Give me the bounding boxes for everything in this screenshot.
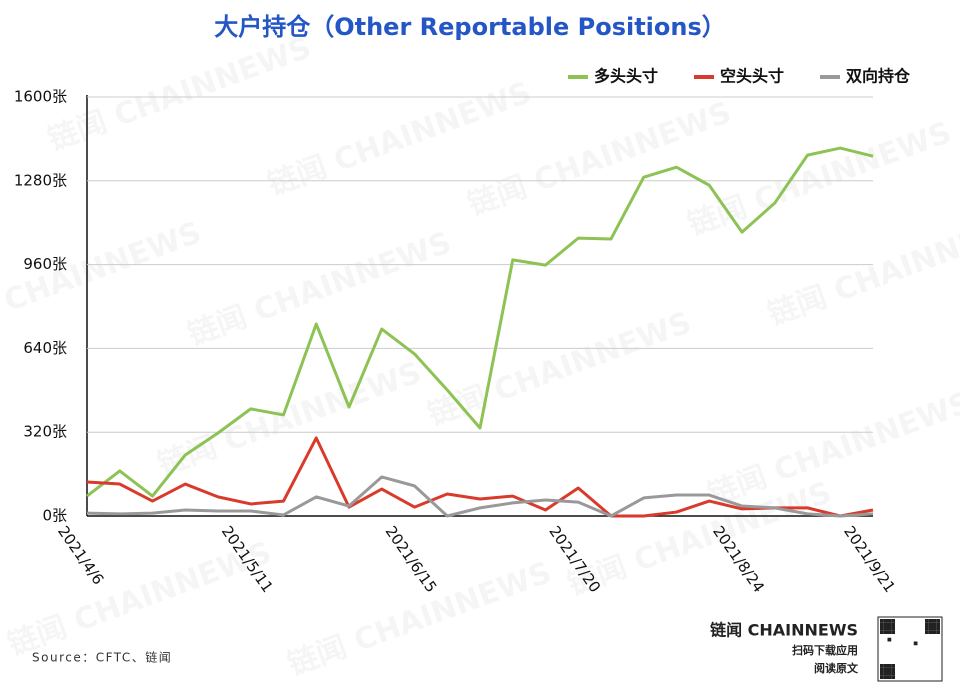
qr-cell — [883, 667, 888, 672]
qr-cell — [883, 619, 888, 623]
brand-name: 链闻 CHAINNEWS — [710, 621, 858, 640]
qr-cell — [928, 622, 933, 627]
qr-cell — [887, 637, 892, 642]
qr-cell — [932, 626, 937, 631]
series-line — [86, 436, 874, 518]
series-line — [86, 475, 874, 518]
y-tick-label: 1280张 — [14, 171, 67, 189]
qr-cell — [891, 630, 895, 634]
qr-cell — [880, 626, 884, 631]
qr-cell — [880, 667, 884, 672]
qr-cell — [880, 664, 884, 668]
qr-cell — [883, 630, 888, 634]
qr-cell — [928, 626, 933, 631]
qr-cell — [925, 626, 929, 631]
qr-cell — [891, 667, 895, 672]
qr-cell — [891, 671, 895, 676]
qr-cell — [925, 619, 929, 623]
qr-cell — [887, 664, 892, 668]
qr-cell — [932, 619, 937, 623]
legend-label: 多头头寸 — [594, 67, 658, 86]
y-tick-label: 0张 — [42, 507, 67, 525]
qr-cell — [883, 622, 888, 627]
qr-cell — [880, 619, 884, 623]
y-tick-label: 960张 — [23, 255, 67, 273]
y-tick-label: 1600张 — [14, 88, 67, 106]
qr-cell — [913, 641, 918, 646]
y-tick-label: 320张 — [23, 423, 67, 441]
qr-cell — [880, 671, 884, 676]
qr-cell — [891, 619, 895, 623]
qr-cell — [891, 626, 895, 631]
source: Source：CFTC、链闻 — [32, 650, 172, 665]
legend-label: 双向持仓 — [846, 67, 911, 86]
y-tick-label: 640张 — [23, 339, 67, 357]
brand-line: 阅读原文 — [814, 661, 859, 675]
qr-cell — [928, 619, 933, 623]
qr-cell — [883, 671, 888, 676]
series-line — [86, 146, 874, 498]
legend-label: 空头头寸 — [720, 67, 784, 86]
qr-cell — [883, 675, 888, 679]
qr-cell — [887, 667, 892, 672]
qr-cell — [880, 675, 884, 679]
brand-line: 扫码下载应用 — [792, 643, 858, 657]
qr-cell — [887, 622, 892, 627]
qr-cell — [925, 622, 929, 627]
qr-cell — [887, 619, 892, 623]
qr-cell — [891, 664, 895, 668]
qr-cell — [887, 675, 892, 679]
qr-cell — [936, 630, 940, 634]
qr-cell — [925, 630, 929, 634]
chart-title: 大户持仓（Other Reportable Positions） — [214, 13, 726, 41]
qr-cell — [936, 622, 940, 627]
qr-cell — [880, 630, 884, 634]
qr-cell — [887, 671, 892, 676]
qr-cell — [932, 622, 937, 627]
qr-cell — [887, 630, 892, 634]
qr-cell — [891, 622, 895, 627]
qr-cell — [891, 675, 895, 679]
qr-cell — [932, 630, 937, 634]
qr-cell — [928, 630, 933, 634]
qr-cell — [883, 626, 888, 631]
qr-cell — [936, 619, 940, 623]
qr-cell — [936, 626, 940, 631]
qr-code — [877, 616, 943, 682]
qr-cell — [880, 622, 884, 627]
qr-cell — [887, 626, 892, 631]
qr-cell — [883, 664, 888, 668]
